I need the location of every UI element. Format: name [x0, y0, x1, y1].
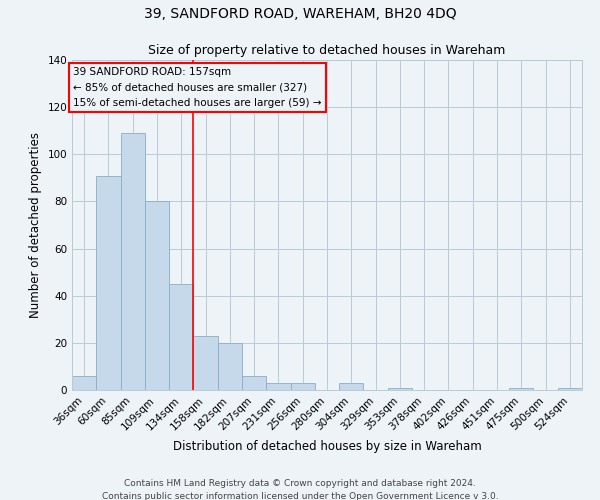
- Bar: [290, 383, 315, 390]
- Bar: [558, 388, 582, 390]
- Bar: [96, 176, 121, 390]
- Text: 39, SANDFORD ROAD, WAREHAM, BH20 4DQ: 39, SANDFORD ROAD, WAREHAM, BH20 4DQ: [143, 8, 457, 22]
- Text: 39 SANDFORD ROAD: 157sqm
← 85% of detached houses are smaller (327)
15% of semi-: 39 SANDFORD ROAD: 157sqm ← 85% of detach…: [73, 67, 322, 108]
- Bar: [266, 383, 290, 390]
- Title: Size of property relative to detached houses in Wareham: Size of property relative to detached ho…: [148, 44, 506, 58]
- Bar: [242, 376, 266, 390]
- Text: Contains HM Land Registry data © Crown copyright and database right 2024.
Contai: Contains HM Land Registry data © Crown c…: [101, 480, 499, 500]
- Bar: [121, 133, 145, 390]
- X-axis label: Distribution of detached houses by size in Wareham: Distribution of detached houses by size …: [173, 440, 481, 453]
- Bar: [218, 343, 242, 390]
- Bar: [193, 336, 218, 390]
- Bar: [169, 284, 193, 390]
- Bar: [72, 376, 96, 390]
- Bar: [339, 383, 364, 390]
- Bar: [388, 388, 412, 390]
- Y-axis label: Number of detached properties: Number of detached properties: [29, 132, 42, 318]
- Bar: [145, 202, 169, 390]
- Bar: [509, 388, 533, 390]
